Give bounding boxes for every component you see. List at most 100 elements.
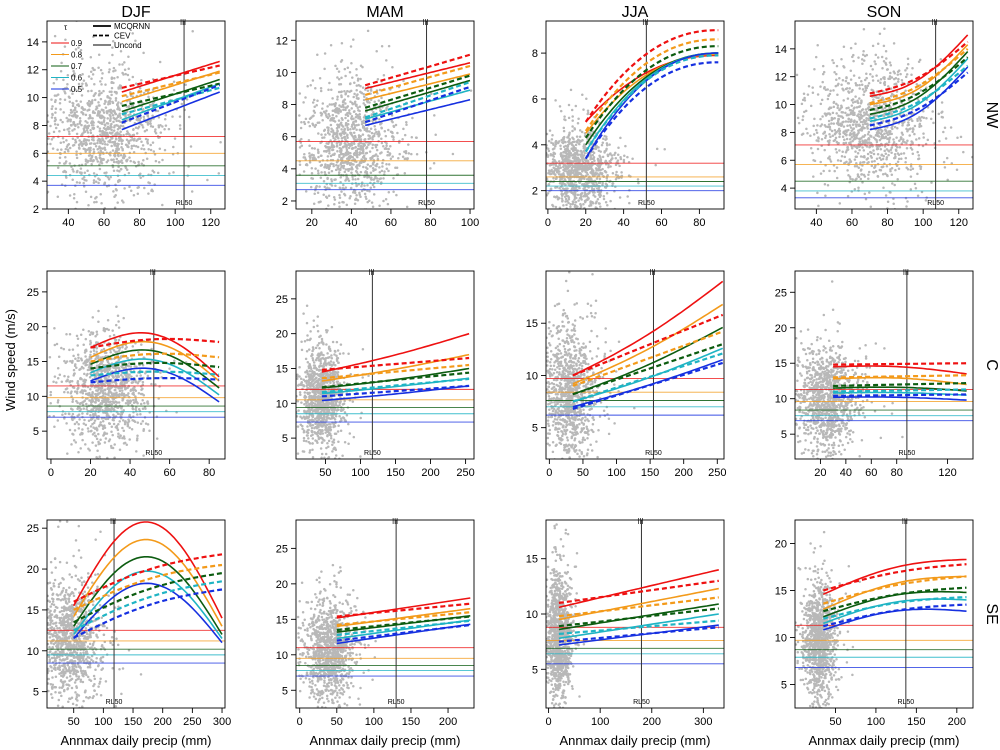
scatter-point bbox=[151, 102, 155, 105]
scatter-point bbox=[355, 154, 358, 157]
scatter-point bbox=[341, 100, 345, 104]
scatter-point bbox=[866, 84, 870, 88]
scatter-point bbox=[348, 197, 351, 200]
scatter-point bbox=[919, 165, 923, 168]
scatter-point bbox=[602, 194, 606, 198]
scatter-point bbox=[316, 169, 320, 172]
scatter-point bbox=[875, 74, 878, 77]
scatter-point bbox=[848, 158, 851, 161]
scatter-point bbox=[871, 44, 875, 48]
scatter-point bbox=[47, 150, 50, 154]
scatter-point bbox=[371, 146, 374, 150]
scatter-point bbox=[139, 176, 142, 180]
scatter-point bbox=[546, 144, 548, 147]
scatter-point bbox=[881, 157, 885, 161]
scatter-point bbox=[319, 164, 323, 167]
scatter-point bbox=[157, 125, 161, 129]
scatter-point bbox=[551, 203, 554, 207]
scatter-point bbox=[596, 197, 600, 201]
scatter-point bbox=[865, 110, 868, 114]
scatter-point bbox=[863, 192, 867, 196]
x-tick-label: 20 bbox=[306, 217, 318, 229]
scatter-point bbox=[371, 167, 375, 170]
scatter-point bbox=[861, 123, 865, 126]
scatter-point bbox=[362, 119, 366, 122]
scatter-point bbox=[103, 146, 106, 149]
scatter-point bbox=[80, 84, 83, 88]
scatter-point bbox=[128, 78, 131, 82]
scatter-point bbox=[886, 133, 890, 137]
scatter-point bbox=[851, 88, 854, 92]
scatter-point bbox=[366, 184, 369, 187]
scatter-point bbox=[889, 63, 893, 67]
scatter-point bbox=[60, 148, 63, 151]
scatter-point bbox=[376, 132, 379, 136]
scatter-point bbox=[920, 115, 924, 119]
scatter-point bbox=[359, 64, 363, 68]
scatter-point bbox=[889, 87, 893, 90]
x-tick-label: 60 bbox=[98, 217, 110, 229]
scatter-point bbox=[139, 116, 142, 120]
scatter-point bbox=[355, 88, 358, 92]
scatter-point bbox=[87, 203, 90, 207]
scatter-point bbox=[47, 159, 50, 163]
scatter-point bbox=[841, 111, 845, 114]
scatter-point bbox=[589, 156, 593, 159]
scatter-point bbox=[89, 418, 93, 422]
scatter-point bbox=[63, 45, 67, 48]
scatter-point bbox=[82, 181, 85, 185]
scatter-point bbox=[561, 187, 565, 190]
scatter-point bbox=[74, 124, 77, 128]
scatter-point bbox=[937, 112, 941, 116]
x-tick-label: 40 bbox=[810, 217, 822, 229]
scatter-point bbox=[299, 141, 303, 144]
scatter-point bbox=[853, 187, 857, 191]
scatter-point bbox=[878, 156, 882, 160]
scatter-point bbox=[619, 157, 623, 161]
scatter-point bbox=[111, 113, 115, 117]
scatter-point bbox=[187, 115, 191, 119]
scatter-point bbox=[110, 93, 113, 97]
scatter-point bbox=[141, 144, 145, 147]
scatter-point bbox=[918, 116, 921, 119]
scatter-point bbox=[66, 120, 69, 123]
scatter-point bbox=[852, 134, 855, 137]
scatter-point bbox=[879, 147, 883, 151]
scatter-point bbox=[564, 197, 568, 201]
scatter-point bbox=[347, 155, 351, 159]
scatter-point bbox=[916, 194, 920, 197]
scatter-point bbox=[375, 164, 378, 168]
scatter-point bbox=[330, 169, 334, 173]
scatter-point bbox=[836, 93, 839, 97]
scatter-point bbox=[566, 155, 570, 159]
scatter-point bbox=[100, 213, 103, 216]
scatter-point bbox=[366, 29, 370, 33]
scatter-point bbox=[370, 178, 373, 181]
scatter-point bbox=[840, 83, 843, 87]
scatter-point bbox=[123, 61, 126, 64]
scatter-point bbox=[61, 136, 65, 140]
scatter-point bbox=[136, 186, 139, 189]
cev-curve-tau-0.9 bbox=[869, 41, 969, 95]
scatter-point bbox=[68, 332, 72, 336]
scatter-point bbox=[117, 139, 121, 142]
scatter-point bbox=[889, 112, 893, 115]
scatter-point bbox=[554, 163, 557, 166]
scatter-point bbox=[620, 171, 623, 174]
scatter-point bbox=[572, 210, 575, 213]
scatter-point bbox=[833, 129, 837, 132]
scatter-point bbox=[962, 150, 965, 154]
scatter-point bbox=[588, 191, 591, 195]
scatter-point bbox=[372, 134, 376, 138]
scatter-point bbox=[72, 386, 76, 390]
scatter-point bbox=[134, 408, 137, 411]
scatter-point bbox=[567, 139, 571, 142]
scatter-point bbox=[944, 137, 948, 140]
scatter-point bbox=[567, 177, 571, 180]
scatter-point bbox=[887, 138, 891, 141]
scatter-point bbox=[136, 413, 139, 416]
scatter-point bbox=[97, 109, 100, 113]
scatter-point bbox=[104, 106, 108, 109]
scatter-point bbox=[920, 190, 924, 194]
